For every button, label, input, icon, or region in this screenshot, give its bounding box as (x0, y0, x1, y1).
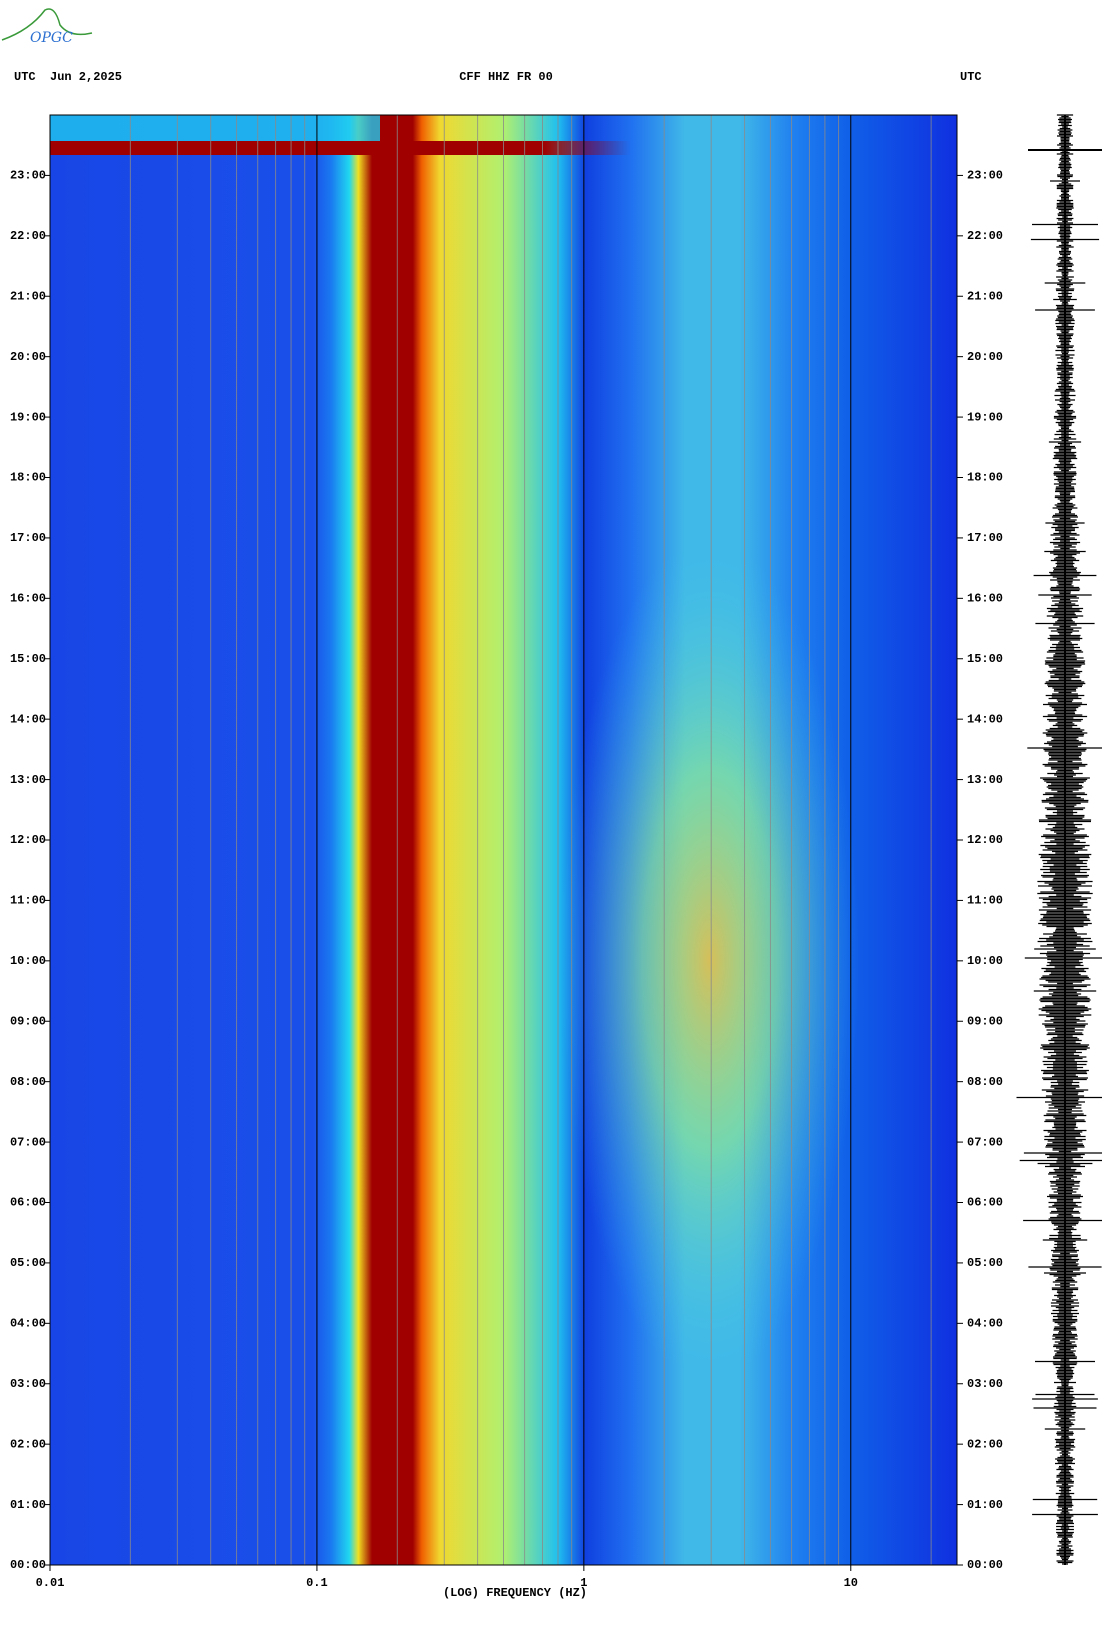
y-tick-label: 06:00 (967, 1196, 1003, 1210)
y-tick-label: 12:00 (10, 833, 46, 847)
y-tick-label: 23:00 (10, 169, 46, 183)
y-tick-label: 22:00 (10, 229, 46, 243)
spectrogram-event (50, 115, 380, 141)
chart-title: CFF HHZ FR 00 (459, 70, 553, 84)
y-tick-label: 15:00 (967, 652, 1003, 666)
timezone: UTC (960, 70, 982, 84)
y-tick-label: 04:00 (10, 1317, 46, 1331)
y-tick-label: 14:00 (967, 712, 1003, 726)
y-tick-label: 11:00 (10, 894, 46, 908)
y-tick-label: 08:00 (10, 1075, 46, 1089)
plot-frame (49, 114, 958, 1566)
y-tick-label: 00:00 (10, 1558, 46, 1572)
y-tick-label: 03:00 (967, 1377, 1003, 1391)
spectrogram-event (50, 141, 630, 155)
y-tick-label: 02:00 (967, 1437, 1003, 1451)
y-tick-label: 19:00 (10, 410, 46, 424)
seismogram (1016, 114, 1102, 1565)
y-tick-label: 04:00 (967, 1317, 1003, 1331)
y-tick-label: 10:00 (967, 954, 1003, 968)
x-tick-label: 1 (580, 1576, 587, 1590)
x-tick-label: 10 (844, 1576, 858, 1590)
y-tick-label: 21:00 (967, 289, 1003, 303)
y-tick-label: 03:00 (10, 1377, 46, 1391)
y-tick-label: 22:00 (967, 229, 1003, 243)
y-tick-label: 05:00 (10, 1256, 46, 1270)
y-tick-label: 07:00 (967, 1135, 1003, 1149)
y-tick-label: 20:00 (967, 350, 1003, 364)
date: Jun 2,2025 (50, 70, 122, 84)
y-tick-label: 01:00 (967, 1498, 1003, 1512)
y-tick-label: 06:00 (10, 1196, 46, 1210)
y-tick-label: 10:00 (10, 954, 46, 968)
y-tick-label: 13:00 (967, 773, 1003, 787)
y-tick-label: 05:00 (967, 1256, 1003, 1270)
y-tick-label: 14:00 (10, 712, 46, 726)
y-tick-label: 11:00 (967, 894, 1003, 908)
timezone: UTC (14, 70, 36, 84)
y-tick-label: 19:00 (967, 410, 1003, 424)
y-tick-label: 20:00 (10, 350, 46, 364)
logo: OPGC (1, 8, 93, 46)
y-tick-label: 13:00 (10, 773, 46, 787)
logo-text: OPGC (30, 30, 73, 46)
y-tick-label: 18:00 (10, 471, 46, 485)
seismogram-trace (1016, 114, 1102, 1565)
y-tick-label: 07:00 (10, 1135, 46, 1149)
x-axis-label: (LOG) FREQUENCY (HZ) (443, 1586, 587, 1600)
x-tick-label: 0.01 (36, 1576, 65, 1590)
y-tick-label: 17:00 (10, 531, 46, 545)
y-tick-label: 09:00 (967, 1014, 1003, 1028)
y-tick-label: 09:00 (10, 1014, 46, 1028)
y-tick-label: 12:00 (967, 833, 1003, 847)
spectrogram-energy (560, 540, 860, 1380)
y-tick-label: 02:00 (10, 1437, 46, 1451)
y-tick-label: 17:00 (967, 531, 1003, 545)
y-tick-label: 23:00 (967, 169, 1003, 183)
y-tick-label: 16:00 (967, 592, 1003, 606)
y-tick-label: 00:00 (967, 1558, 1003, 1572)
y-tick-label: 15:00 (10, 652, 46, 666)
y-tick-label: 16:00 (10, 592, 46, 606)
y-tick-label: 01:00 (10, 1498, 46, 1512)
y-tick-label: 18:00 (967, 471, 1003, 485)
y-tick-label: 21:00 (10, 289, 46, 303)
x-tick-label: 0.1 (306, 1576, 328, 1590)
y-tick-label: 08:00 (967, 1075, 1003, 1089)
